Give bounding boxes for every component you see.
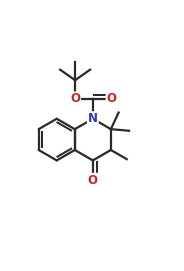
Text: N: N [88,112,98,125]
Text: O: O [88,174,98,187]
Text: O: O [107,92,117,105]
Text: O: O [70,92,80,105]
